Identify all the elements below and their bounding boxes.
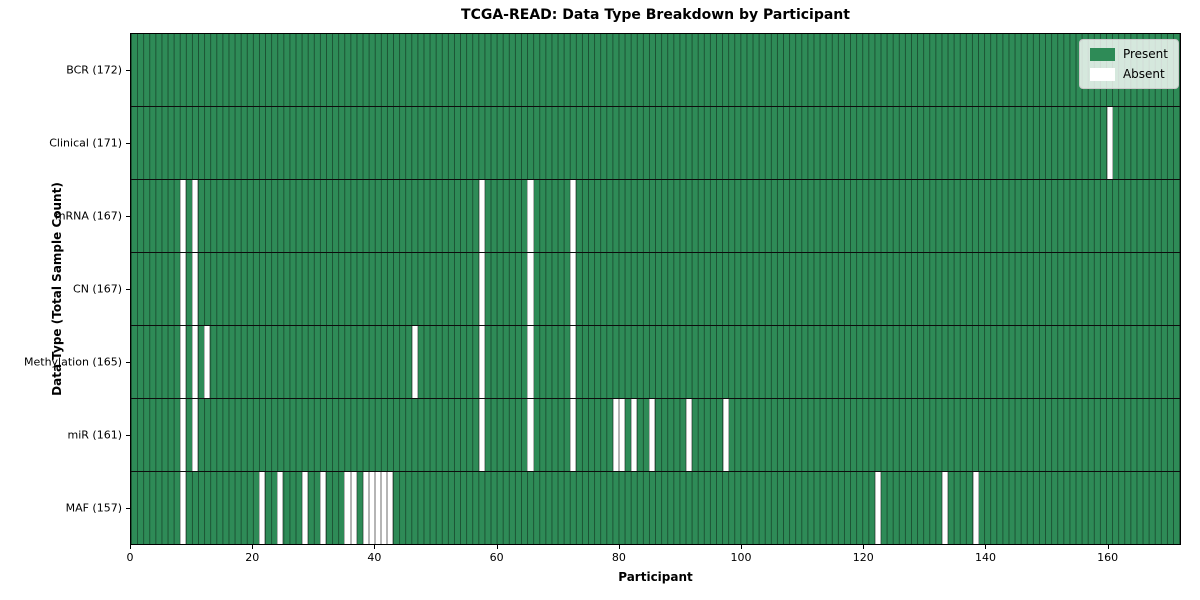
x-tick-label: 40 bbox=[367, 551, 382, 564]
plot-area bbox=[130, 33, 1181, 545]
absent-cell bbox=[387, 472, 394, 544]
absent-cell bbox=[478, 180, 485, 252]
absent-cell bbox=[570, 399, 577, 471]
x-tick-label: 160 bbox=[1097, 551, 1119, 564]
x-tick bbox=[130, 545, 131, 549]
x-tick bbox=[863, 545, 865, 549]
absent-cell bbox=[381, 472, 388, 544]
x-tick-label: 20 bbox=[245, 551, 260, 564]
y-tick bbox=[126, 69, 130, 71]
absent-cell bbox=[570, 253, 577, 325]
chart-title: TCGA-READ: Data Type Breakdown by Partic… bbox=[461, 7, 850, 23]
x-tick-label: 100 bbox=[730, 551, 752, 564]
absent-cell bbox=[942, 472, 949, 544]
absent-cell bbox=[191, 399, 199, 471]
absent-cell bbox=[191, 253, 199, 325]
legend: Present Absent bbox=[1078, 39, 1179, 89]
y-tick-label: BCR (172) bbox=[66, 63, 122, 77]
absent-cell bbox=[685, 399, 693, 471]
y-tick bbox=[126, 508, 130, 510]
absent-cell bbox=[204, 326, 211, 398]
heatmap-row-Clinical bbox=[131, 107, 1180, 180]
x-tick-label: 60 bbox=[489, 551, 504, 564]
heatmap-row-mRNA bbox=[131, 180, 1180, 253]
absent-cell bbox=[527, 253, 534, 325]
y-tick-label: Clinical (171) bbox=[49, 136, 122, 150]
y-tick bbox=[126, 215, 130, 217]
absent-cell bbox=[875, 472, 882, 544]
absent-cell bbox=[301, 472, 308, 544]
heatmap-row-MAF bbox=[131, 472, 1180, 544]
absent-cell bbox=[527, 180, 534, 252]
y-tick-label: MAF (157) bbox=[65, 501, 122, 515]
y-tick bbox=[126, 362, 130, 364]
absent-cell bbox=[722, 399, 729, 471]
absent-cell bbox=[527, 326, 534, 398]
x-tick bbox=[618, 545, 620, 549]
legend-absent-label: Absent bbox=[1122, 67, 1165, 81]
absent-cell bbox=[618, 399, 625, 471]
absent-cell bbox=[612, 399, 619, 471]
absent-cell bbox=[179, 253, 186, 325]
absent-cell bbox=[478, 399, 485, 471]
absent-cell bbox=[179, 326, 186, 398]
x-tick bbox=[252, 545, 254, 549]
absent-cell bbox=[649, 399, 656, 471]
absent-cell bbox=[374, 472, 382, 544]
absent-cell bbox=[570, 180, 577, 252]
legend-item-absent: Absent bbox=[1089, 67, 1168, 81]
absent-cell bbox=[191, 180, 199, 252]
y-tick-label: mRNA (167) bbox=[54, 209, 122, 223]
absent-cell bbox=[478, 326, 485, 398]
absent-cell bbox=[527, 399, 534, 471]
absent-cell bbox=[191, 326, 199, 398]
absent-cell bbox=[631, 399, 638, 471]
absent-cell bbox=[972, 472, 979, 544]
x-axis-label: Participant bbox=[618, 570, 693, 584]
x-tick bbox=[985, 545, 987, 549]
heatmap-row-CN bbox=[131, 253, 1180, 326]
absent-cell bbox=[1106, 107, 1113, 179]
y-tick-label: CN (167) bbox=[73, 282, 122, 296]
absent-cell bbox=[179, 399, 186, 471]
absent-cell bbox=[368, 472, 375, 544]
heatmap-row-miR bbox=[131, 399, 1180, 472]
heatmap-row-BCR bbox=[131, 34, 1180, 107]
absent-cell bbox=[259, 472, 266, 544]
y-tick bbox=[126, 289, 130, 290]
y-tick-label: Methylation (165) bbox=[24, 355, 122, 369]
absent-cell bbox=[179, 472, 186, 544]
x-tick bbox=[741, 545, 743, 549]
x-tick-label: 0 bbox=[126, 551, 134, 564]
x-tick-label: 80 bbox=[611, 551, 626, 564]
x-tick bbox=[374, 545, 376, 549]
absent-cell bbox=[320, 472, 327, 544]
absent-swatch bbox=[1089, 67, 1115, 81]
legend-present-label: Present bbox=[1122, 47, 1168, 61]
absent-cell bbox=[350, 472, 357, 544]
x-tick bbox=[1107, 545, 1109, 549]
x-tick bbox=[496, 545, 498, 549]
y-tick bbox=[126, 435, 130, 437]
absent-cell bbox=[570, 326, 577, 398]
absent-cell bbox=[344, 472, 351, 544]
heatmap-row-Methylation bbox=[131, 326, 1180, 399]
x-tick-label: 120 bbox=[852, 551, 874, 564]
absent-cell bbox=[478, 253, 485, 325]
absent-cell bbox=[411, 326, 418, 398]
absent-cell bbox=[179, 180, 186, 252]
y-tick bbox=[126, 142, 130, 144]
present-swatch bbox=[1089, 47, 1115, 61]
legend-item-present: Present bbox=[1089, 47, 1168, 61]
absent-cell bbox=[362, 472, 369, 544]
absent-cell bbox=[277, 472, 284, 544]
x-tick-label: 140 bbox=[974, 551, 996, 564]
y-tick-label: miR (161) bbox=[67, 428, 123, 442]
